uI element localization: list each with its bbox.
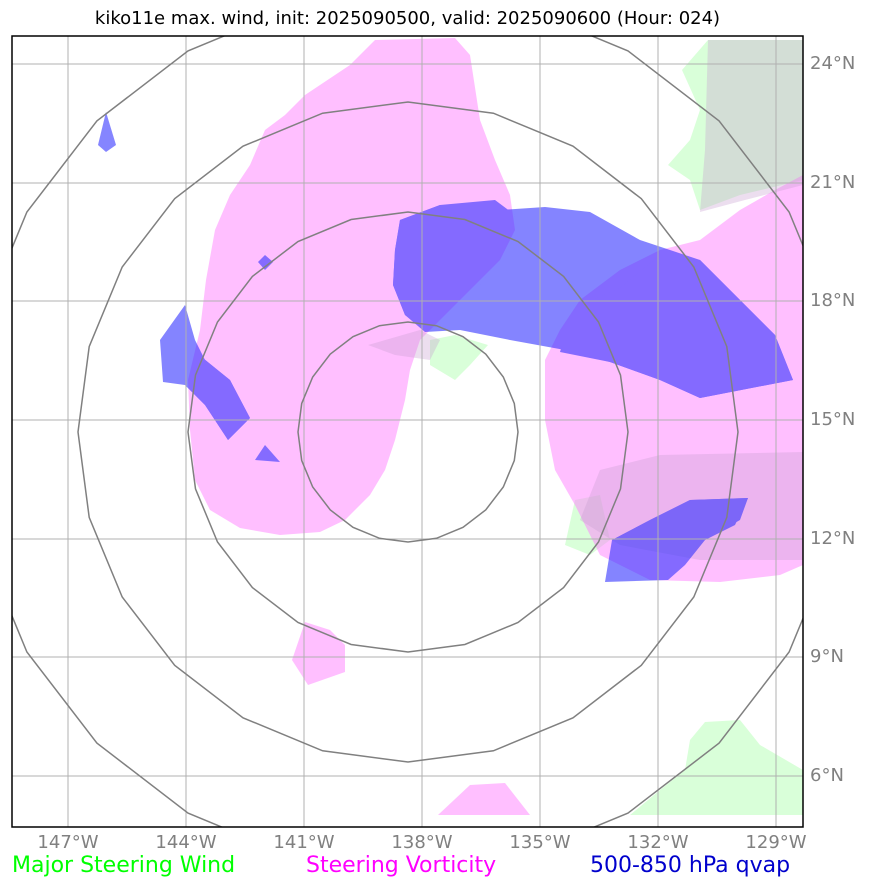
legend-steering-wind: Major Steering Wind (12, 853, 236, 878)
lat-label-15n: 15°N (810, 409, 856, 430)
legend-qvap: 500-850 hPa qvap (590, 853, 791, 878)
lat-label-18n: 18°N (810, 290, 856, 311)
map-frame (11, 35, 804, 828)
legend-steering-vorticity: Steering Vorticity (306, 853, 497, 878)
wind-area-northeast (668, 40, 803, 210)
lon-label-138w: 138°W (391, 832, 453, 853)
lon-label-144w: 144°W (155, 832, 217, 853)
vorticity-area-south (292, 622, 345, 685)
lat-label-21n: 21°N (810, 172, 856, 193)
qvap-area-core-east (560, 255, 793, 398)
qvap-area-small-east (650, 290, 675, 330)
qvap-area-northwest-small (98, 112, 116, 152)
lat-label-24n: 24°N (810, 53, 856, 74)
vorticity-area-main (188, 38, 515, 535)
lat-label-6n: 6°N (810, 765, 844, 786)
vorticity-area-far-south (438, 783, 530, 815)
lon-label-132w: 132°W (627, 832, 689, 853)
range-ring-4 (12, 36, 803, 827)
range-ring-2 (187, 211, 629, 653)
lon-label-129w: 129°W (745, 832, 807, 853)
lat-label-12n: 12°N (810, 528, 856, 549)
lon-label-141w: 141°W (273, 832, 335, 853)
lon-label-147w: 147°W (37, 832, 99, 853)
map-title: kiko11e max. wind, init: 2025090500, val… (94, 8, 721, 29)
range-ring-3 (77, 101, 739, 763)
lon-label-135w: 135°W (509, 832, 571, 853)
qvap-area-southeast-core (612, 498, 748, 560)
range-rings (12, 36, 803, 827)
qvap-area-small-south (255, 445, 280, 462)
gridlines (12, 36, 803, 827)
qvap-area-core-west (393, 200, 515, 330)
wind-area-southeast (630, 720, 803, 815)
lat-label-9n: 9°N (810, 646, 844, 667)
wind-area-center (430, 335, 488, 380)
overlap-area-northeast (700, 40, 803, 212)
qvap-area-diamond-small (258, 255, 273, 270)
range-ring-1 (297, 321, 519, 543)
qvap-area-west-core (185, 345, 250, 440)
